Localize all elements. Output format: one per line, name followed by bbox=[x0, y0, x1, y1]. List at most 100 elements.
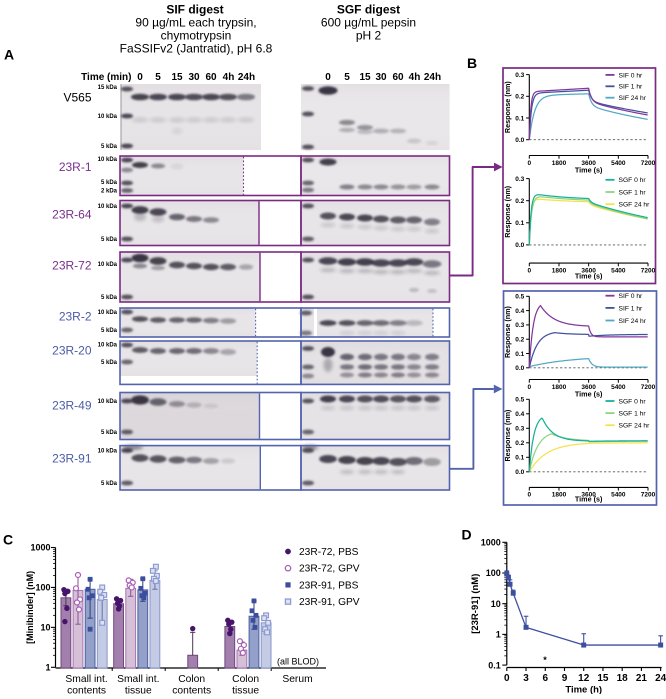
svg-text:0: 0 bbox=[527, 384, 531, 391]
svg-text:contents: contents bbox=[67, 685, 106, 694]
svg-text:FaSSIFv2 (Jantratid), pH 6.8: FaSSIFv2 (Jantratid), pH 6.8 bbox=[120, 42, 273, 56]
svg-text:10 kDa: 10 kDa bbox=[98, 262, 118, 268]
svg-text:5 kDa: 5 kDa bbox=[101, 295, 118, 301]
svg-text:21: 21 bbox=[636, 673, 648, 684]
svg-text:0.0: 0.0 bbox=[515, 469, 524, 476]
svg-text:0.1: 0.1 bbox=[515, 455, 524, 462]
svg-text:1000: 1000 bbox=[481, 538, 501, 548]
svg-text:contents: contents bbox=[172, 685, 211, 694]
svg-text:0.2: 0.2 bbox=[515, 198, 524, 205]
svg-text:15: 15 bbox=[597, 673, 609, 684]
svg-text:0.1: 0.1 bbox=[488, 660, 501, 670]
svg-text:5 kDa: 5 kDa bbox=[101, 237, 118, 243]
svg-text:V565: V565 bbox=[63, 90, 91, 104]
svg-text:15: 15 bbox=[359, 72, 371, 83]
svg-text:4h: 4h bbox=[223, 72, 235, 83]
svg-text:Response (nm): Response (nm) bbox=[503, 185, 512, 238]
svg-text:6: 6 bbox=[542, 673, 548, 684]
svg-text:tissue: tissue bbox=[232, 685, 259, 694]
svg-text:0.5: 0.5 bbox=[515, 397, 524, 404]
svg-text:24: 24 bbox=[655, 673, 666, 684]
svg-text:100: 100 bbox=[486, 568, 501, 578]
svg-text:Serum: Serum bbox=[282, 674, 312, 685]
svg-text:23R-91: 23R-91 bbox=[52, 451, 92, 465]
svg-text:23R-72, GPV: 23R-72, GPV bbox=[299, 564, 360, 575]
svg-text:10 kDa: 10 kDa bbox=[98, 114, 118, 120]
svg-text:2 kDa: 2 kDa bbox=[101, 189, 118, 195]
svg-text:0: 0 bbox=[527, 160, 531, 167]
svg-text:1800: 1800 bbox=[552, 384, 567, 391]
svg-text:SIF 1 hr: SIF 1 hr bbox=[619, 305, 644, 312]
svg-text:SGF digest: SGF digest bbox=[337, 3, 400, 17]
svg-text:1800: 1800 bbox=[552, 492, 567, 499]
svg-text:SGF 24 hr: SGF 24 hr bbox=[619, 202, 651, 209]
svg-text:Response (nm): Response (nm) bbox=[503, 409, 512, 462]
svg-text:10: 10 bbox=[491, 599, 501, 609]
svg-text:23R-49: 23R-49 bbox=[52, 398, 92, 412]
svg-text:5 kDa: 5 kDa bbox=[101, 360, 118, 366]
svg-text:23R-72, PBS: 23R-72, PBS bbox=[299, 547, 359, 558]
svg-text:10 kDa: 10 kDa bbox=[98, 343, 118, 349]
svg-text:Time (s): Time (s) bbox=[575, 271, 603, 280]
svg-text:1000: 1000 bbox=[30, 543, 50, 553]
svg-text:5 kDa: 5 kDa bbox=[101, 180, 118, 186]
svg-text:10: 10 bbox=[40, 623, 50, 633]
svg-text:0.2: 0.2 bbox=[515, 440, 524, 447]
svg-text:5400: 5400 bbox=[611, 160, 626, 167]
svg-text:0.0: 0.0 bbox=[515, 365, 524, 372]
svg-text:0.1: 0.1 bbox=[515, 220, 524, 227]
svg-text:4h: 4h bbox=[409, 72, 421, 83]
svg-text:90 µg/mL each trypsin,: 90 µg/mL each trypsin, bbox=[135, 16, 256, 30]
svg-text:D: D bbox=[462, 527, 472, 543]
svg-text:0: 0 bbox=[504, 673, 510, 684]
svg-text:SIF 1 hr: SIF 1 hr bbox=[619, 84, 644, 91]
svg-text:24h: 24h bbox=[238, 72, 255, 83]
svg-text:15: 15 bbox=[171, 72, 183, 83]
svg-text:Time (s): Time (s) bbox=[575, 166, 603, 175]
svg-text:Small int.: Small int. bbox=[117, 674, 159, 685]
svg-text:0.2: 0.2 bbox=[515, 94, 524, 101]
svg-text:0: 0 bbox=[527, 267, 531, 274]
svg-text:A: A bbox=[4, 47, 14, 63]
svg-text:3600: 3600 bbox=[581, 492, 596, 499]
svg-text:23R-20: 23R-20 bbox=[52, 343, 92, 357]
svg-text:Time (s): Time (s) bbox=[575, 389, 603, 398]
svg-text:0.4: 0.4 bbox=[515, 308, 524, 315]
svg-text:0.0: 0.0 bbox=[515, 242, 524, 249]
svg-text:SGF 0 hr: SGF 0 hr bbox=[619, 177, 647, 184]
svg-text:0: 0 bbox=[527, 492, 531, 499]
svg-text:5 kDa: 5 kDa bbox=[101, 144, 118, 150]
svg-text:Time (s): Time (s) bbox=[575, 495, 603, 504]
svg-text:0.3: 0.3 bbox=[515, 322, 524, 329]
svg-text:600 µg/mL pepsin: 600 µg/mL pepsin bbox=[321, 16, 416, 30]
svg-text:5400: 5400 bbox=[611, 267, 626, 274]
svg-text:12: 12 bbox=[578, 673, 590, 684]
svg-text:3600: 3600 bbox=[581, 384, 596, 391]
svg-text:0: 0 bbox=[325, 72, 331, 83]
svg-text:15 kDa: 15 kDa bbox=[98, 85, 118, 91]
svg-text:1800: 1800 bbox=[552, 267, 567, 274]
svg-text:24h: 24h bbox=[424, 72, 441, 83]
svg-text:60: 60 bbox=[205, 72, 217, 83]
svg-text:7200: 7200 bbox=[641, 384, 656, 391]
svg-text:5400: 5400 bbox=[611, 492, 626, 499]
svg-text:C: C bbox=[3, 532, 13, 548]
svg-text:SIF 0 hr: SIF 0 hr bbox=[619, 293, 644, 300]
svg-text:0.4: 0.4 bbox=[515, 411, 524, 418]
svg-text:1: 1 bbox=[45, 663, 50, 673]
svg-text:5 kDa: 5 kDa bbox=[101, 430, 118, 436]
svg-text:7200: 7200 bbox=[641, 267, 656, 274]
svg-text:Response (nm): Response (nm) bbox=[503, 81, 512, 134]
svg-text:Small int.: Small int. bbox=[65, 674, 107, 685]
svg-text:23R-2: 23R-2 bbox=[59, 309, 92, 323]
svg-text:0: 0 bbox=[137, 72, 143, 83]
svg-text:(all BLOD): (all BLOD) bbox=[277, 657, 319, 667]
svg-text:B: B bbox=[467, 55, 477, 71]
svg-text:23R-1: 23R-1 bbox=[59, 160, 92, 174]
svg-text:1: 1 bbox=[496, 630, 501, 640]
svg-text:SGF 1 hr: SGF 1 hr bbox=[619, 411, 647, 418]
svg-text:23R-72: 23R-72 bbox=[52, 258, 92, 272]
svg-text:30: 30 bbox=[375, 72, 387, 83]
svg-text:10 kDa: 10 kDa bbox=[98, 204, 118, 210]
svg-text:9: 9 bbox=[562, 673, 568, 684]
